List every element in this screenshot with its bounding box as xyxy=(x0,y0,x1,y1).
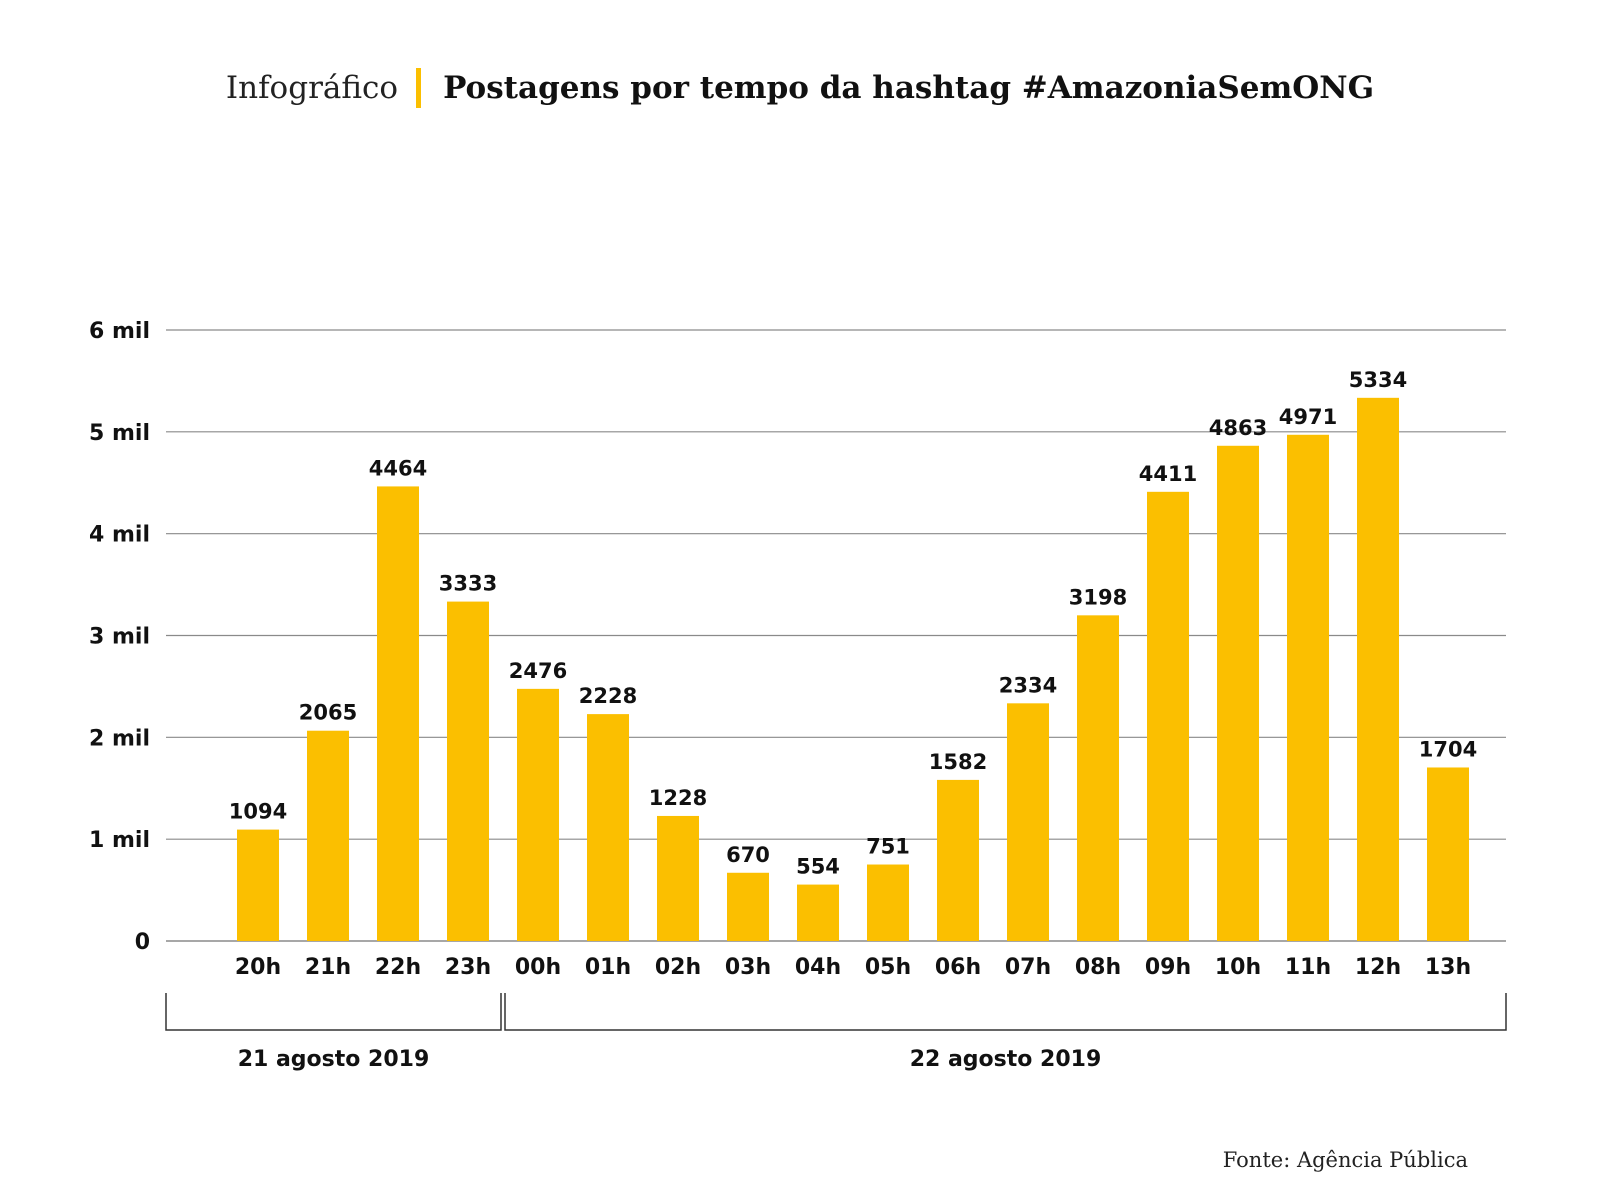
data-label: 5334 xyxy=(1349,368,1407,392)
data-label: 4464 xyxy=(369,456,427,480)
date-group-label: 21 agosto 2019 xyxy=(238,1047,430,1072)
bar-22h xyxy=(377,486,419,941)
data-label: 1582 xyxy=(929,750,987,774)
data-label: 3198 xyxy=(1069,585,1127,609)
y-tick-label: 4 mil xyxy=(89,523,150,548)
chart-title: Postagens por tempo da hashtag #Amazonia… xyxy=(443,70,1375,106)
bar-04h xyxy=(797,884,839,941)
data-label: 554 xyxy=(796,855,840,879)
x-tick-label: 04h xyxy=(795,955,841,980)
y-tick-label: 1 mil xyxy=(89,828,150,853)
bar-07h xyxy=(1007,703,1049,941)
data-label: 2065 xyxy=(299,701,357,725)
bar-05h xyxy=(867,864,909,941)
x-tick-label: 01h xyxy=(585,955,631,980)
bar-21h xyxy=(307,730,349,941)
bar-11h xyxy=(1287,434,1329,941)
x-tick-label: 10h xyxy=(1215,955,1261,980)
y-tick-label: 3 mil xyxy=(89,625,150,650)
bar-02h xyxy=(657,815,699,941)
data-label: 751 xyxy=(866,835,910,859)
x-tick-label: 00h xyxy=(515,955,561,980)
date-bracket-0 xyxy=(165,993,502,1031)
chart-header: Infográfico Postagens por tempo da hashta… xyxy=(0,68,1600,108)
bar-03h xyxy=(727,872,769,941)
x-tick-label: 03h xyxy=(725,955,771,980)
bar-01h xyxy=(587,714,629,941)
x-tick-label: 13h xyxy=(1425,955,1471,980)
source-note: Fonte: Agência Pública xyxy=(1222,1148,1468,1172)
x-tick-label: 12h xyxy=(1355,955,1401,980)
x-tick-label: 21h xyxy=(305,955,351,980)
data-label: 2334 xyxy=(999,673,1057,697)
date-group-label: 22 agosto 2019 xyxy=(910,1047,1102,1072)
bar-09h xyxy=(1147,491,1189,941)
date-bracket-1 xyxy=(504,993,1507,1031)
x-tick-label: 02h xyxy=(655,955,701,980)
bar-00h xyxy=(517,688,559,941)
x-tick-label: 06h xyxy=(935,955,981,980)
bar-12h xyxy=(1357,397,1399,941)
y-tick-label: 0 xyxy=(135,930,150,955)
x-tick-label: 11h xyxy=(1285,955,1331,980)
bar-20h xyxy=(237,829,279,941)
bar-06h xyxy=(937,779,979,941)
x-tick-label: 08h xyxy=(1075,955,1121,980)
data-label: 4971 xyxy=(1279,405,1337,429)
y-tick-label: 6 mil xyxy=(89,319,150,344)
header-kicker: Infográfico xyxy=(225,70,399,106)
x-tick-label: 09h xyxy=(1145,955,1191,980)
data-label: 1704 xyxy=(1419,737,1477,761)
data-label: 2228 xyxy=(579,684,637,708)
x-tick-label: 22h xyxy=(375,955,421,980)
data-label: 1228 xyxy=(649,786,707,810)
data-label: 670 xyxy=(726,843,770,867)
data-label: 4411 xyxy=(1139,462,1197,486)
x-tick-label: 20h xyxy=(235,955,281,980)
x-tick-label: 07h xyxy=(1005,955,1051,980)
bar-08h xyxy=(1077,615,1119,941)
data-label: 2476 xyxy=(509,659,567,683)
bar-10h xyxy=(1217,445,1259,941)
header-divider xyxy=(416,68,422,108)
x-tick-label: 23h xyxy=(445,955,491,980)
data-label: 3333 xyxy=(439,572,497,596)
y-tick-label: 5 mil xyxy=(89,421,150,446)
bar-23h xyxy=(447,601,489,941)
bar-13h xyxy=(1427,767,1469,941)
data-label: 1094 xyxy=(229,800,287,824)
x-tick-label: 05h xyxy=(865,955,911,980)
data-label: 4863 xyxy=(1209,416,1267,440)
y-tick-label: 2 mil xyxy=(89,726,150,751)
